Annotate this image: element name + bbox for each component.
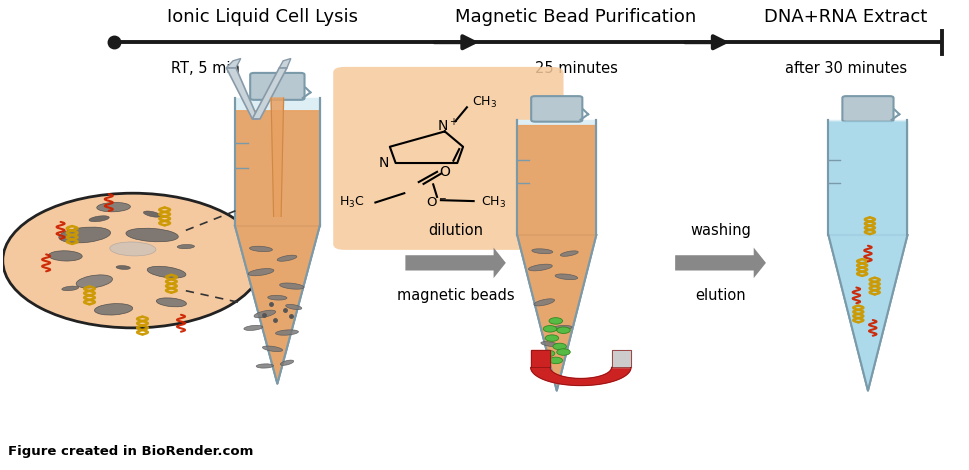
Ellipse shape (143, 211, 161, 217)
Ellipse shape (77, 275, 112, 288)
Text: Ionic Liquid Cell Lysis: Ionic Liquid Cell Lysis (168, 8, 359, 26)
Polygon shape (234, 226, 320, 384)
Text: RT, 5 min: RT, 5 min (171, 61, 239, 76)
Ellipse shape (3, 193, 263, 328)
Text: N: N (379, 156, 390, 170)
Ellipse shape (280, 360, 294, 365)
Text: CH$_3$: CH$_3$ (472, 95, 497, 110)
Ellipse shape (89, 216, 109, 222)
Circle shape (546, 335, 559, 341)
Ellipse shape (263, 346, 283, 352)
Ellipse shape (62, 286, 78, 291)
Ellipse shape (177, 244, 195, 249)
Ellipse shape (280, 283, 304, 289)
Text: Figure created in BioRender.com: Figure created in BioRender.com (8, 445, 253, 458)
Text: elution: elution (695, 288, 746, 303)
Text: dilution: dilution (428, 223, 484, 238)
Polygon shape (517, 120, 596, 235)
Circle shape (553, 343, 567, 350)
Ellipse shape (156, 298, 186, 307)
Polygon shape (279, 58, 291, 68)
Ellipse shape (277, 255, 297, 261)
Text: DNA+RNA Extract: DNA+RNA Extract (765, 8, 927, 26)
Text: N$^+$: N$^+$ (437, 117, 458, 134)
Ellipse shape (244, 325, 263, 330)
Text: 25 minutes: 25 minutes (535, 61, 617, 76)
Ellipse shape (541, 342, 559, 347)
Ellipse shape (528, 264, 552, 271)
Ellipse shape (532, 249, 552, 254)
FancyBboxPatch shape (531, 96, 582, 122)
Polygon shape (611, 350, 631, 368)
Circle shape (557, 327, 570, 333)
Ellipse shape (267, 295, 287, 300)
FancyBboxPatch shape (842, 96, 893, 122)
Ellipse shape (109, 242, 156, 256)
Polygon shape (517, 235, 596, 391)
Polygon shape (531, 368, 631, 385)
Ellipse shape (59, 227, 110, 243)
Circle shape (544, 326, 557, 332)
Polygon shape (234, 111, 320, 384)
Ellipse shape (126, 228, 178, 242)
Text: after 30 minutes: after 30 minutes (785, 61, 907, 76)
Ellipse shape (534, 299, 554, 306)
Polygon shape (271, 98, 284, 216)
Text: washing: washing (690, 223, 751, 238)
Text: O$^-$: O$^-$ (426, 196, 448, 209)
Ellipse shape (116, 266, 131, 269)
Circle shape (557, 349, 570, 355)
Ellipse shape (560, 251, 578, 256)
Ellipse shape (286, 305, 301, 310)
Ellipse shape (48, 251, 82, 261)
Ellipse shape (248, 268, 274, 276)
FancyBboxPatch shape (333, 67, 564, 250)
Text: CH$_3$: CH$_3$ (482, 195, 507, 210)
Ellipse shape (95, 304, 133, 315)
Ellipse shape (256, 364, 273, 368)
Ellipse shape (254, 310, 275, 318)
Ellipse shape (97, 203, 131, 212)
Text: Magnetic Bead Purification: Magnetic Bead Purification (455, 8, 697, 26)
FancyBboxPatch shape (250, 73, 304, 100)
Ellipse shape (147, 266, 186, 278)
Polygon shape (252, 68, 287, 119)
Polygon shape (828, 122, 907, 391)
Ellipse shape (555, 274, 578, 280)
Polygon shape (828, 120, 907, 235)
Polygon shape (531, 350, 550, 368)
Polygon shape (227, 68, 258, 119)
Polygon shape (227, 58, 240, 68)
Ellipse shape (275, 330, 298, 335)
Polygon shape (234, 98, 320, 226)
Circle shape (549, 318, 563, 324)
Polygon shape (828, 235, 907, 391)
Text: magnetic beads: magnetic beads (396, 288, 515, 303)
Text: O: O (439, 165, 451, 179)
Circle shape (542, 350, 555, 357)
Ellipse shape (250, 246, 272, 251)
Text: H$_3$C: H$_3$C (338, 195, 364, 210)
Polygon shape (517, 125, 596, 391)
Circle shape (549, 357, 563, 364)
Ellipse shape (551, 325, 572, 330)
